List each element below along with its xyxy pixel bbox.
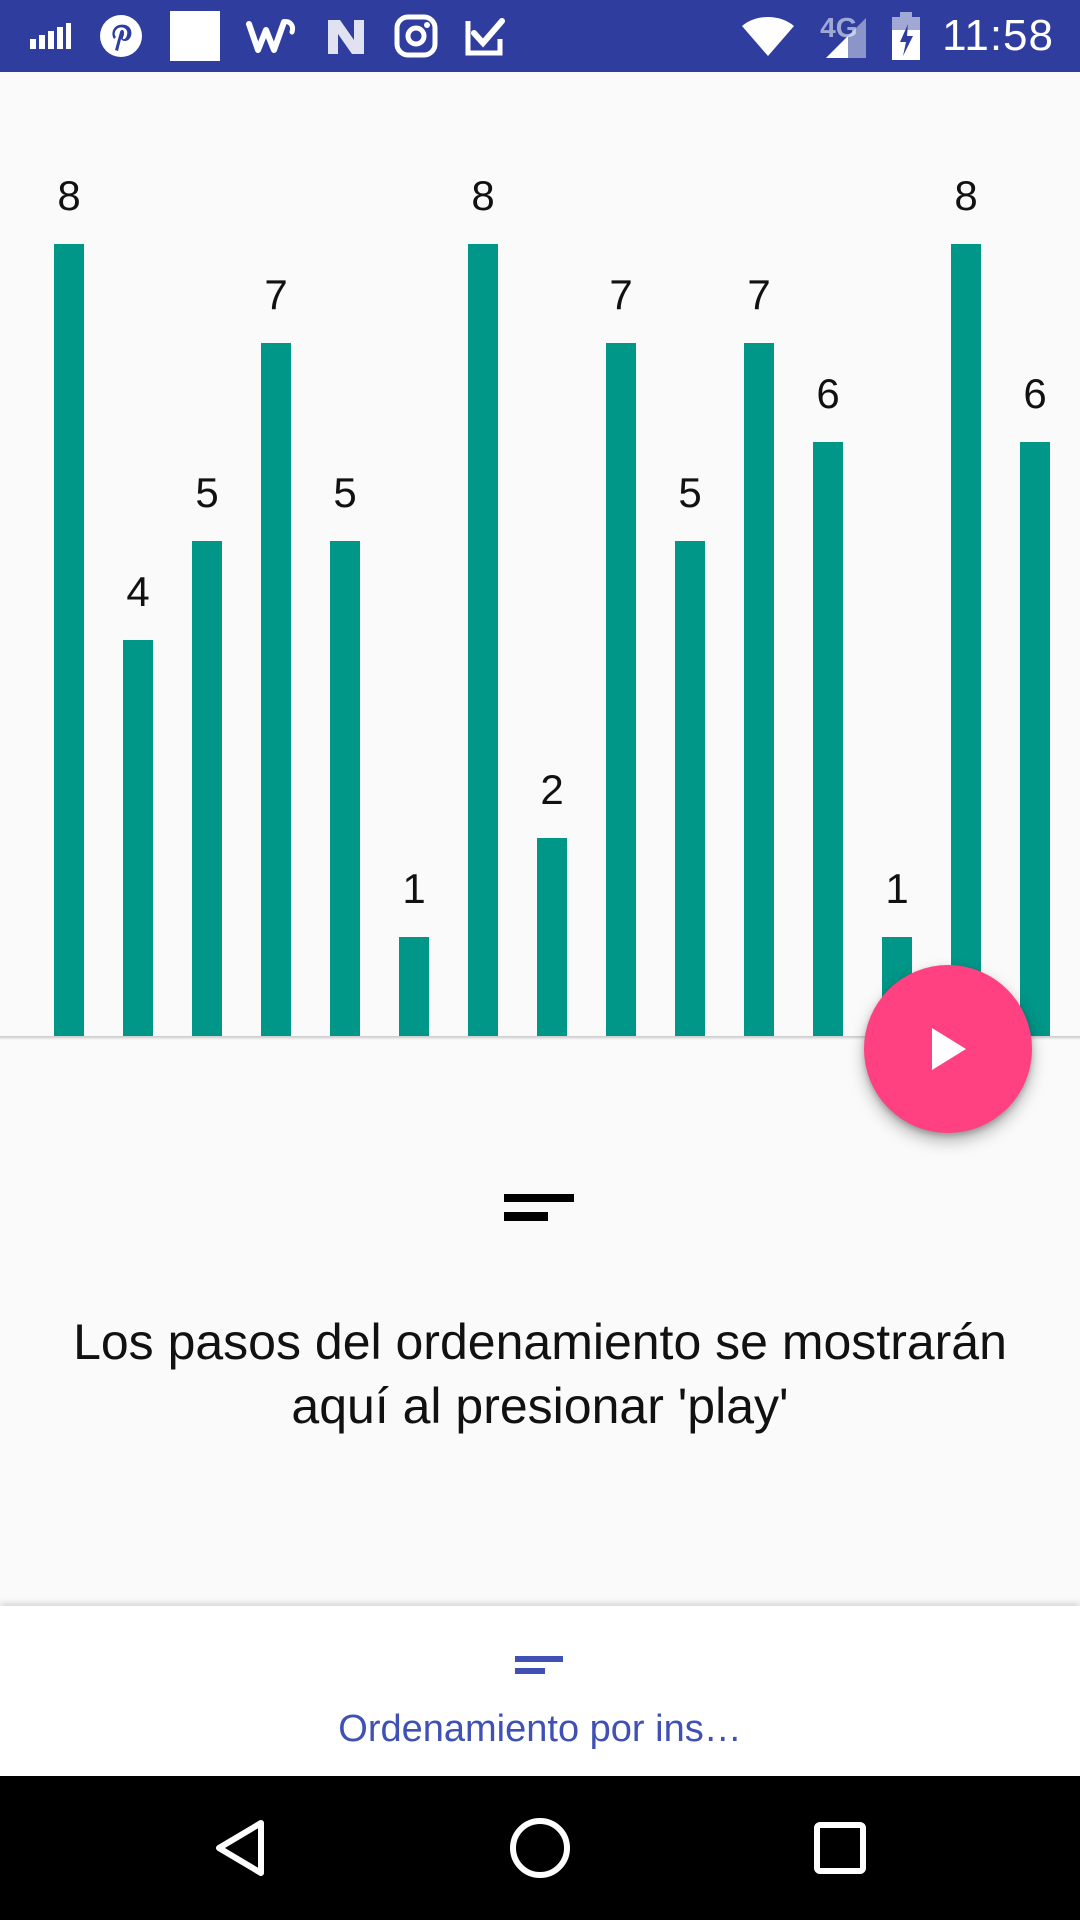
signal-bars-icon bbox=[30, 23, 71, 49]
pinterest-icon bbox=[100, 15, 142, 57]
bar-value-label-4: 7 bbox=[264, 271, 287, 318]
bar-10 bbox=[675, 541, 705, 1036]
nav-item-insertion-sort[interactable]: Ordenamiento por ins… bbox=[0, 1606, 1080, 1776]
recents-square-icon bbox=[814, 1822, 866, 1874]
bar-9 bbox=[606, 343, 636, 1036]
bar-value-label-3: 5 bbox=[195, 469, 218, 516]
bar-6 bbox=[399, 937, 429, 1036]
recents-button[interactable] bbox=[740, 1776, 940, 1920]
bar-value-label-5: 5 bbox=[333, 469, 356, 516]
clock: 11:58 bbox=[942, 11, 1054, 60]
wish-icon bbox=[246, 19, 295, 53]
sort-lines-icon bbox=[515, 1656, 563, 1674]
play-icon bbox=[932, 1028, 966, 1070]
bar-15 bbox=[1020, 442, 1050, 1036]
network-type-label: 4G bbox=[820, 12, 858, 43]
bar-value-label-1: 8 bbox=[57, 172, 80, 219]
bar-14 bbox=[951, 244, 981, 1036]
chart-baseline bbox=[0, 1036, 1080, 1040]
bar-value-label-13: 1 bbox=[885, 865, 908, 912]
bar-value-label-15: 6 bbox=[1023, 370, 1046, 417]
wifi-icon bbox=[742, 17, 795, 56]
bar-2 bbox=[123, 640, 153, 1036]
nav-item-label: Ordenamiento por ins… bbox=[338, 1708, 742, 1750]
bar-11 bbox=[744, 343, 774, 1036]
cell-signal-icon bbox=[826, 18, 867, 58]
back-triangle-icon bbox=[216, 1820, 264, 1876]
status-bar: 4G 11:58 bbox=[0, 0, 1080, 72]
bar-value-label-10: 5 bbox=[678, 469, 701, 516]
checkbox-app-icon bbox=[465, 18, 505, 56]
bar-12 bbox=[813, 442, 843, 1036]
cell-signal-group: 4G bbox=[818, 12, 870, 60]
bar-value-label-6: 1 bbox=[402, 865, 425, 912]
bar-value-label-9: 7 bbox=[609, 271, 632, 318]
bar-8 bbox=[537, 838, 567, 1036]
bar-value-label-11: 7 bbox=[747, 271, 770, 318]
sort-visualization: 8 4 5 7 5 1 8 2 7 5 7 6 1 8 6 bbox=[0, 72, 1080, 1042]
n-app-icon bbox=[328, 20, 364, 54]
bar-value-label-8: 2 bbox=[540, 766, 563, 813]
sort-lines-icon bbox=[504, 1194, 574, 1221]
white-square-icon bbox=[170, 11, 220, 61]
back-button[interactable] bbox=[140, 1776, 340, 1920]
bar-5 bbox=[330, 541, 360, 1036]
instagram-icon bbox=[394, 14, 438, 58]
bottom-navigation: Ordenamiento por ins… bbox=[0, 1606, 1080, 1776]
system-navigation-bar bbox=[0, 1776, 1080, 1920]
home-button[interactable] bbox=[440, 1776, 640, 1920]
system-status-icons: 4G 11:58 bbox=[740, 0, 1054, 72]
steps-placeholder-text: Los pasos del ordenamiento se mostrarán … bbox=[73, 1314, 1007, 1434]
bar-chart: 8 4 5 7 5 1 8 2 7 5 7 6 1 8 6 bbox=[54, 172, 1050, 1036]
battery-charging-icon bbox=[892, 12, 921, 60]
bar-1 bbox=[54, 244, 84, 1036]
bar-value-label-2: 4 bbox=[126, 568, 149, 615]
play-button[interactable] bbox=[864, 965, 1032, 1133]
bar-7 bbox=[468, 244, 498, 1036]
home-circle-icon bbox=[510, 1818, 570, 1878]
bar-4 bbox=[261, 343, 291, 1036]
bar-value-label-14: 8 bbox=[954, 172, 977, 219]
bar-3 bbox=[192, 541, 222, 1036]
bar-value-label-7: 8 bbox=[471, 172, 494, 219]
bar-value-label-12: 6 bbox=[816, 370, 839, 417]
notification-icons bbox=[28, 0, 506, 72]
